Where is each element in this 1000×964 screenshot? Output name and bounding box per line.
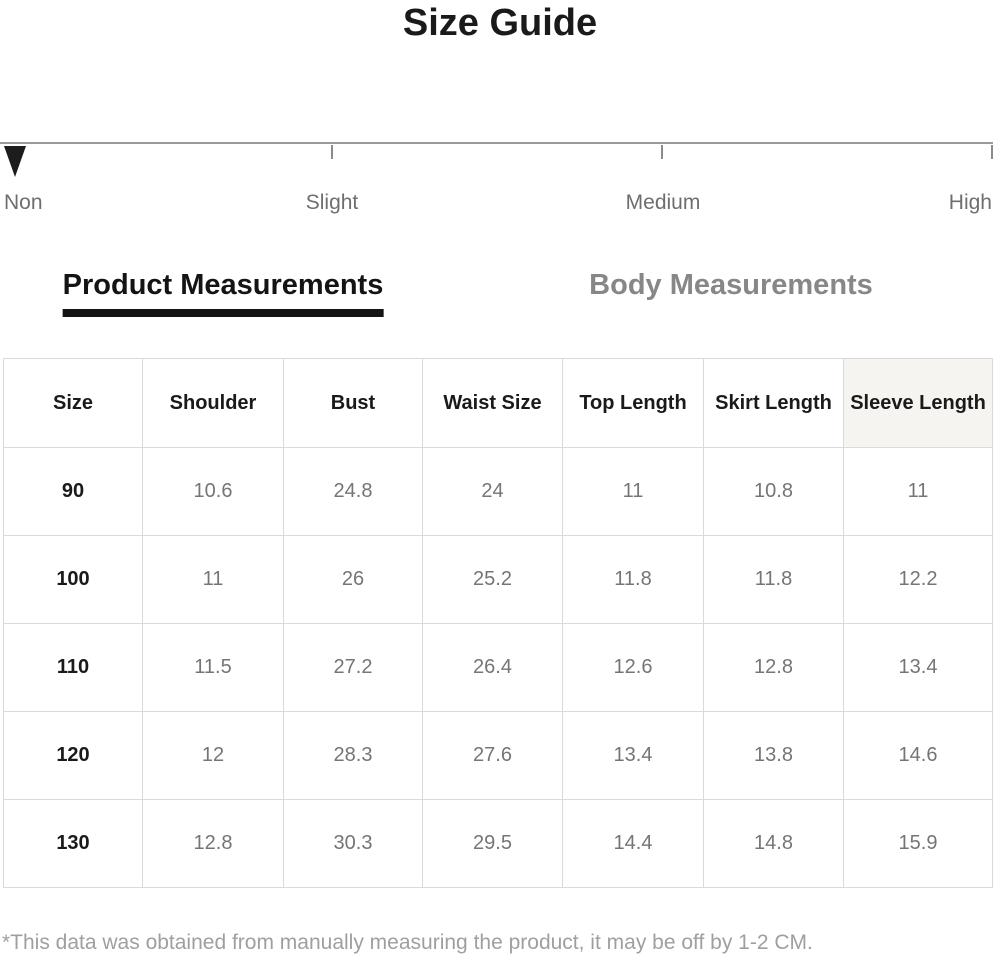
size-cell: 130 bbox=[3, 799, 143, 888]
table-row-size-120: 120 12 28.3 27.6 13.4 13.8 14.6 bbox=[3, 711, 993, 800]
measurement-cell: 11 bbox=[562, 447, 704, 536]
table-row-size-100: 100 11 26 25.2 11.8 11.8 12.2 bbox=[3, 535, 993, 624]
measurement-cell: 27.6 bbox=[422, 711, 563, 800]
tab-body-measurements[interactable]: Body Measurements bbox=[589, 269, 873, 301]
slider-tick-medium bbox=[661, 145, 663, 159]
measurement-cell: 13.4 bbox=[562, 711, 704, 800]
header-row: Size Shoulder Bust Waist Size Top Length Skir… bbox=[3, 358, 993, 448]
slider-label-non: Non bbox=[4, 191, 43, 214]
level-slider-pointer-icon bbox=[4, 146, 26, 177]
size-table-header: Size Shoulder Bust Waist Size Top Length Skir… bbox=[3, 358, 993, 448]
measurement-cell: 11 bbox=[843, 447, 993, 536]
measurement-cell: 24.8 bbox=[283, 447, 423, 536]
measurement-cell: 14.4 bbox=[562, 799, 704, 888]
measurement-cell: 25.2 bbox=[422, 535, 563, 624]
size-cell: 90 bbox=[3, 447, 143, 536]
column-header-shoulder: Shoulder bbox=[142, 358, 284, 448]
measurement-cell: 10.8 bbox=[703, 447, 844, 536]
measurement-cell: 26.4 bbox=[422, 623, 563, 712]
measurement-cell: 15.9 bbox=[843, 799, 993, 888]
column-header-size: Size bbox=[3, 358, 143, 448]
measurement-cell: 30.3 bbox=[283, 799, 423, 888]
size-cell: 110 bbox=[3, 623, 143, 712]
size-table-body: 90 10.6 24.8 24 11 10.8 11 100 11 26 25.2 11.8 11.8 1… bbox=[3, 447, 993, 888]
slider-tick-slight bbox=[331, 145, 333, 159]
slider-label-high: High bbox=[948, 191, 992, 214]
footnote: *This data was obtained from manually me… bbox=[2, 931, 813, 954]
level-slider-track bbox=[0, 142, 993, 144]
measurement-cell: 28.3 bbox=[283, 711, 423, 800]
measurement-cell: 12.8 bbox=[703, 623, 844, 712]
column-header-skirt-length: Skirt Length bbox=[703, 358, 844, 448]
measurement-cell: 29.5 bbox=[422, 799, 563, 888]
measurement-cell: 14.8 bbox=[703, 799, 844, 888]
slider-label-slight: Slight bbox=[305, 191, 359, 214]
measurement-cell: 26 bbox=[283, 535, 423, 624]
column-header-sleeve-length: Sleeve Length bbox=[843, 358, 993, 448]
size-table: Size Shoulder Bust Waist Size Top Length Skir… bbox=[3, 358, 993, 888]
page-title: Size Guide bbox=[402, 2, 598, 44]
measurement-cell: 14.6 bbox=[843, 711, 993, 800]
column-header-top-length: Top Length bbox=[562, 358, 704, 448]
column-header-bust: Bust bbox=[283, 358, 423, 448]
table-row-size-90: 90 10.6 24.8 24 11 10.8 11 bbox=[3, 447, 993, 536]
measurement-cell: 11.5 bbox=[142, 623, 284, 712]
measurement-cell: 12.8 bbox=[142, 799, 284, 888]
measurement-cell: 11 bbox=[142, 535, 284, 624]
size-cell: 100 bbox=[3, 535, 143, 624]
measurement-cell: 12.6 bbox=[562, 623, 704, 712]
measurement-cell: 24 bbox=[422, 447, 563, 536]
measurement-cell: 13.4 bbox=[843, 623, 993, 712]
measurement-cell: 12.2 bbox=[843, 535, 993, 624]
measurement-cell: 12 bbox=[142, 711, 284, 800]
measurement-cell: 11.8 bbox=[703, 535, 844, 624]
measurement-cell: 11.8 bbox=[562, 535, 704, 624]
measurement-cell: 10.6 bbox=[142, 447, 284, 536]
tab-product-measurements[interactable]: Product Measurements bbox=[62, 269, 384, 317]
slider-tick-high bbox=[991, 145, 993, 159]
measurement-cell: 27.2 bbox=[283, 623, 423, 712]
column-header-waist-size: Waist Size bbox=[422, 358, 563, 448]
size-cell: 120 bbox=[3, 711, 143, 800]
table-row-size-130: 130 12.8 30.3 29.5 14.4 14.8 15.9 bbox=[3, 799, 993, 888]
measurement-cell: 13.8 bbox=[703, 711, 844, 800]
table-row-size-110: 110 11.5 27.2 26.4 12.6 12.8 13.4 bbox=[3, 623, 993, 712]
slider-label-medium: Medium bbox=[625, 191, 701, 214]
